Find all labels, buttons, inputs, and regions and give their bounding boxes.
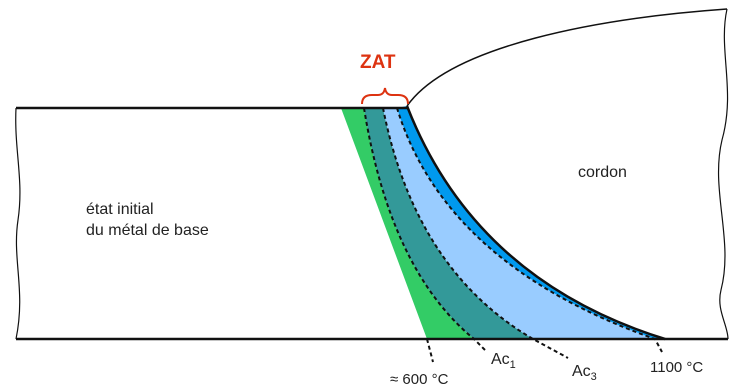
- bead-top-crown: [406, 8, 728, 107]
- base-metal-label-line1: état initial: [86, 201, 154, 218]
- isotherm-600: [363, 107, 488, 353]
- ac1-label-sub: 1: [510, 359, 516, 371]
- isotherm-ac1-line: [382, 107, 569, 359]
- bead-right-break: [717, 8, 729, 340]
- ac1-label-main: Ac: [491, 351, 510, 368]
- zone-intercritical-teal: [364, 108, 533, 339]
- base-metal-label-line2: du métal de base: [86, 222, 209, 239]
- ac3-label-main: Ac: [572, 363, 591, 380]
- temp-600-label: ≈ 600 °C: [390, 371, 449, 388]
- base-metal-plate: [15, 106, 728, 341]
- cordon-label: cordon: [578, 164, 627, 181]
- zat-brace: [361, 87, 409, 105]
- temp-1100-label: 1100 °C: [650, 359, 703, 376]
- zone-tempered-green: [341, 108, 474, 339]
- ac1-label: Ac1: [491, 351, 516, 371]
- ac3-label: Ac3: [572, 363, 597, 383]
- zone-fine-grain-lightblue: [383, 108, 655, 339]
- weld-bead: [405, 8, 729, 341]
- plate-left-break: [15, 107, 21, 340]
- bead-fusion-line: [405, 105, 666, 341]
- zat-label: ZAT: [360, 52, 396, 73]
- isotherm-ac1-leader: [426, 338, 434, 363]
- isotherm-lines: [363, 107, 663, 363]
- ac3-label-sub: 3: [591, 371, 597, 383]
